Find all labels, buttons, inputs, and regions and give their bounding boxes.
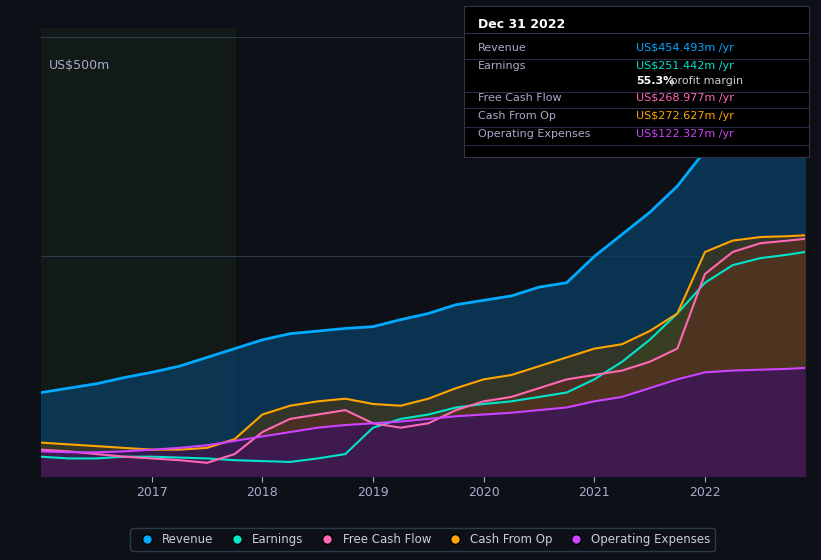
Text: profit margin: profit margin [667, 76, 744, 86]
Text: Cash From Op: Cash From Op [478, 111, 556, 121]
Text: US$272.627m /yr: US$272.627m /yr [636, 111, 734, 121]
Text: US$268.977m /yr: US$268.977m /yr [636, 93, 734, 103]
Text: US$500m: US$500m [48, 59, 110, 72]
Text: 55.3%: 55.3% [636, 76, 675, 86]
Text: US$251.442m /yr: US$251.442m /yr [636, 61, 734, 71]
Bar [41, 28, 235, 476]
Text: Revenue: Revenue [478, 43, 526, 53]
Text: Earnings: Earnings [478, 61, 526, 71]
Legend: Revenue, Earnings, Free Cash Flow, Cash From Op, Operating Expenses: Revenue, Earnings, Free Cash Flow, Cash … [131, 528, 715, 550]
Text: Operating Expenses: Operating Expenses [478, 129, 590, 139]
Text: US$0: US$0 [48, 450, 82, 463]
Text: US$454.493m /yr: US$454.493m /yr [636, 43, 734, 53]
Text: Dec 31 2022: Dec 31 2022 [478, 18, 565, 31]
Text: Free Cash Flow: Free Cash Flow [478, 93, 562, 103]
Text: US$122.327m /yr: US$122.327m /yr [636, 129, 734, 139]
